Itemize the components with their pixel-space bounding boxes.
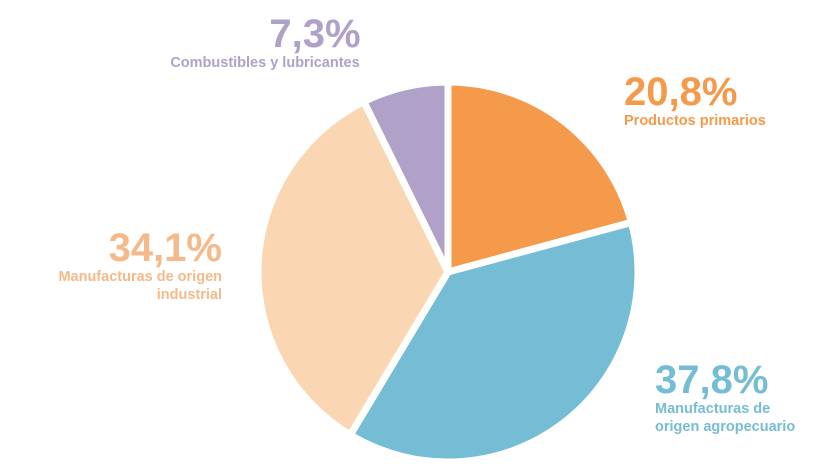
- pct-productos-primarios: 20,8%: [624, 70, 738, 114]
- label-moi: 34,1% Manufacturas de origen industrial: [58, 228, 222, 304]
- name-productos-primarios: Productos primarios: [624, 113, 766, 129]
- name-moi-line2: industrial: [156, 287, 222, 304]
- name-moi-line1: Manufacturas de origen: [58, 269, 222, 285]
- pie-slice-1: [346, 218, 642, 466]
- pie-slice-2: [254, 98, 452, 439]
- name-moa-line2: origen agropecuario: [655, 419, 796, 436]
- label-combustibles: 7,3% Combustibles y lubricantes: [140, 14, 390, 72]
- pct-combustibles: 7,3%: [269, 12, 361, 56]
- pie-slice-0: [444, 78, 635, 276]
- label-productos-primarios: 20,8% Productos primarios: [624, 72, 766, 130]
- pie-slice-3: [360, 78, 452, 276]
- name-combustibles: Combustibles y lubricantes: [170, 55, 360, 71]
- name-moa-line1: Manufacturas de: [655, 401, 771, 417]
- pct-moa: 37,8%: [655, 358, 769, 402]
- pct-moi: 34,1%: [108, 226, 222, 270]
- label-moa: 37,8% Manufacturas de origen agropecuari…: [655, 360, 795, 436]
